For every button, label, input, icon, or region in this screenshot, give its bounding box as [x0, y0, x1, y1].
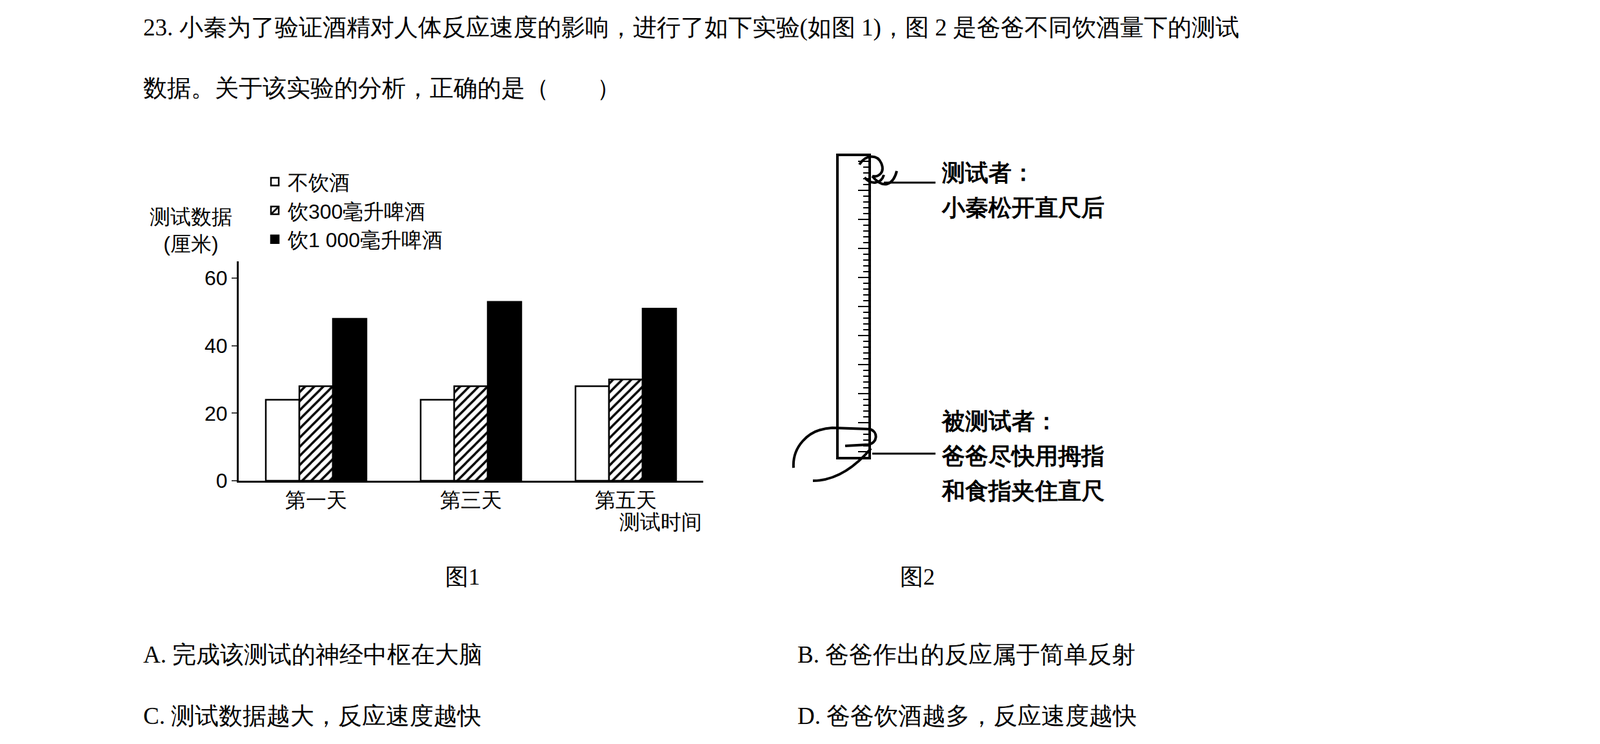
html-text:图1: 图1: [445, 563, 480, 590]
svg-text:40: 40: [204, 334, 228, 358]
html-text:B. 爸爸作出的反应属于简单反射: B. 爸爸作出的反应属于简单反射: [797, 641, 1136, 668]
svg-text:0: 0: [216, 469, 228, 493]
html-text:23. 小秦为了验证酒精对人体反应速度的影响，进行了如下实验: 23. 小秦为了验证酒精对人体反应速度的影响，进行了如下实验(如图 1)，图 2…: [143, 14, 1240, 41]
html-text:数据。关于该实验的分析，正确的是（ ）: 数据。关于该实验的分析，正确的是（ ）: [143, 74, 621, 102]
html-text:图2: 图2: [900, 563, 935, 590]
svg-text:和食指夹住直尺: 和食指夹住直尺: [941, 477, 1105, 504]
svg-text:第三天: 第三天: [440, 488, 502, 512]
svg-text:不饮酒: 不饮酒: [287, 170, 350, 195]
svg-text:测试时间: 测试时间: [619, 510, 702, 534]
svg-text:第五天: 第五天: [594, 488, 657, 512]
svg-text:测试数据(厘米): 测试数据(厘米): [149, 205, 233, 256]
html-text:A. 完成该测试的神经中枢在大脑: A. 完成该测试的神经中枢在大脑: [143, 641, 483, 668]
svg-text:小秦松开直尺后: 小秦松开直尺后: [941, 194, 1105, 221]
svg-text:饮300毫升啤酒: 饮300毫升啤酒: [287, 200, 426, 224]
svg-text:20: 20: [204, 401, 228, 426]
html-text:D. 爸爸饮酒越多，反应速度越快: D. 爸爸饮酒越多，反应速度越快: [797, 702, 1137, 730]
svg-text:测试者：: 测试者：: [941, 159, 1035, 186]
html-text:C. 测试数据越大，反应速度越快: C. 测试数据越大，反应速度越快: [143, 702, 482, 730]
svg-text:爸爸尽快用拇指: 爸爸尽快用拇指: [941, 442, 1105, 470]
svg-text:饮1 000毫升啤酒: 饮1 000毫升啤酒: [287, 228, 443, 252]
svg-text:被测试者：: 被测试者：: [940, 407, 1059, 435]
svg-text:第一天: 第一天: [285, 488, 348, 512]
svg-text:60: 60: [204, 266, 228, 290]
